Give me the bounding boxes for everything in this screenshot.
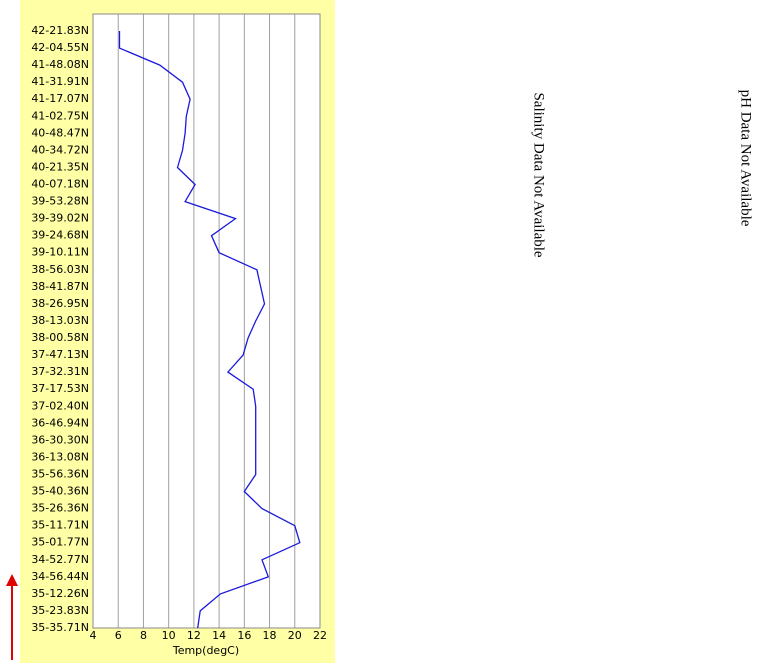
- x-tick-label: 12: [187, 629, 201, 642]
- y-tick-label: 38-26.95N: [31, 297, 89, 310]
- y-tick-label: 37-17.53N: [31, 382, 89, 395]
- y-tick-label: 39-53.28N: [31, 195, 89, 208]
- arrow-head: [6, 574, 18, 586]
- ph-note: pH Data Not Available: [738, 90, 754, 227]
- y-tick-label: 41-17.07N: [31, 92, 89, 105]
- y-tick-label: 39-10.11N: [31, 246, 89, 259]
- y-tick-label: 35-56.36N: [31, 467, 89, 480]
- y-tick-label: 37-32.31N: [31, 365, 89, 378]
- y-tick-label: 40-07.18N: [31, 178, 89, 191]
- y-tick-label: 40-21.35N: [31, 160, 89, 173]
- y-tick-label: 34-52.77N: [31, 553, 89, 566]
- y-tick-label: 35-40.36N: [31, 485, 89, 498]
- plot-border: [92, 13, 321, 629]
- x-tick-label: 20: [288, 629, 302, 642]
- y-tick-label: 40-34.72N: [31, 143, 89, 156]
- x-tick-label: 18: [263, 629, 277, 642]
- y-tick-label: 35-26.36N: [31, 502, 89, 515]
- x-tick-label: 14: [212, 629, 226, 642]
- y-tick-label: 41-02.75N: [31, 109, 89, 122]
- y-tick-label: 35-01.77N: [31, 536, 89, 549]
- y-tick-label: 39-24.68N: [31, 229, 89, 242]
- y-tick-label: 35-11.71N: [31, 519, 89, 532]
- y-tick-label: 35-23.83N: [31, 604, 89, 617]
- x-axis-title: Temp(degC): [172, 644, 239, 657]
- y-tick-label: 38-41.87N: [31, 280, 89, 293]
- x-tick-label: 16: [237, 629, 251, 642]
- y-tick-label: 36-46.94N: [31, 416, 89, 429]
- y-tick-label: 41-48.08N: [31, 58, 89, 71]
- plot-area: [93, 14, 320, 628]
- x-tick-label: 8: [140, 629, 147, 642]
- y-tick-label: 42-21.83N: [31, 24, 89, 37]
- y-tick-label: 38-13.03N: [31, 314, 89, 327]
- y-tick-label: 42-04.55N: [31, 41, 89, 54]
- y-tick-label: 39-39.02N: [31, 212, 89, 225]
- y-tick-label: 37-47.13N: [31, 348, 89, 361]
- x-tick-label: 4: [90, 629, 97, 642]
- y-tick-label: 34-56.44N: [31, 570, 89, 583]
- y-tick-label: 40-48.47N: [31, 126, 89, 139]
- y-tick-label: 41-31.91N: [31, 75, 89, 88]
- x-tick-label: 10: [162, 629, 176, 642]
- x-tick-label: 6: [115, 629, 122, 642]
- y-tick-label: 37-02.40N: [31, 399, 89, 412]
- temperature-line: [118, 31, 301, 629]
- x-tick-label: 22: [313, 629, 327, 642]
- y-tick-label: 35-35.71N: [31, 621, 89, 634]
- y-tick-label: 38-56.03N: [31, 263, 89, 276]
- y-tick-label: 36-13.08N: [31, 450, 89, 463]
- salinity-note: Salinity Data Not Available: [531, 92, 547, 257]
- y-tick-label: 36-30.30N: [31, 433, 89, 446]
- y-tick-label: 35-12.26N: [31, 587, 89, 600]
- y-tick-label: 38-00.58N: [31, 331, 89, 344]
